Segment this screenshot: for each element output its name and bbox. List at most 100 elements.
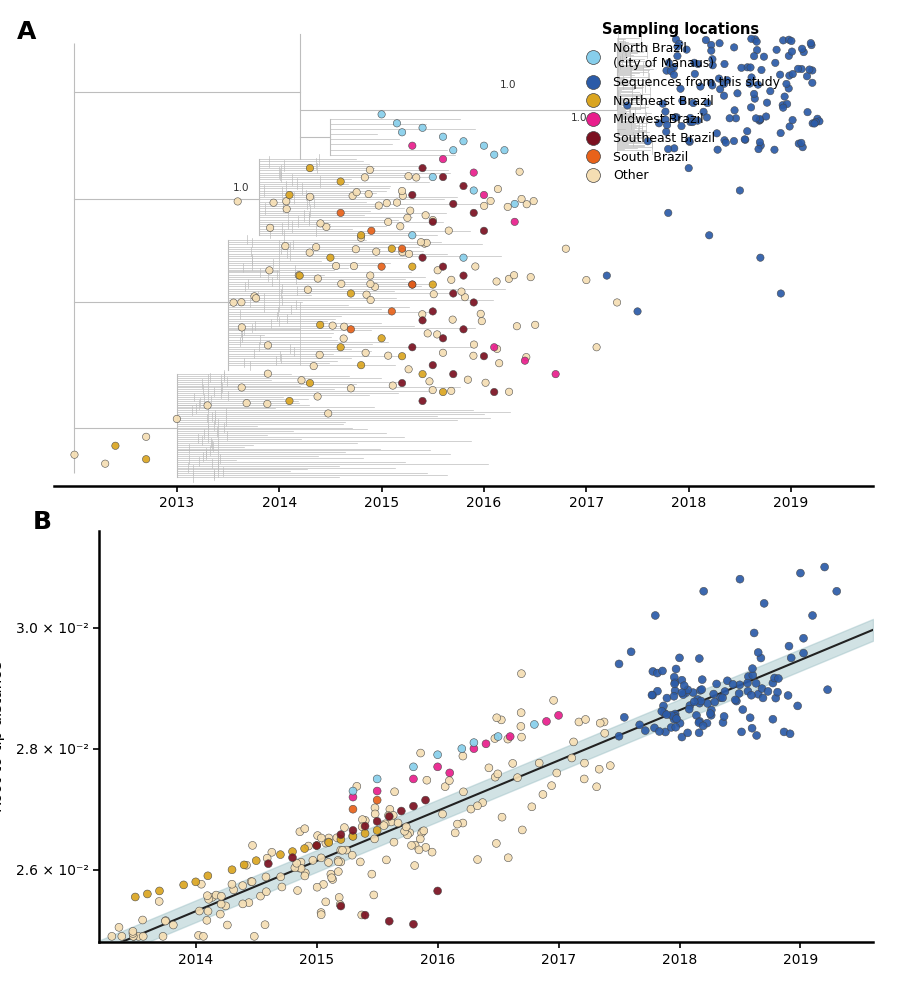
Point [274,879,289,895]
Point [355,818,369,834]
Point [418,839,433,855]
Point [416,312,430,328]
Point [458,290,473,306]
Point [368,806,382,821]
Point [390,194,404,210]
Point [249,853,264,869]
Point [415,307,429,322]
Point [466,348,481,364]
Point [698,32,713,48]
Point [737,131,751,147]
Point [657,705,671,721]
Point [391,815,405,831]
Point [491,182,505,197]
Point [692,713,706,729]
Point [314,850,328,866]
Point [768,55,782,70]
Point [302,375,317,391]
Point [302,838,316,854]
Point [748,90,762,106]
Point [807,115,822,131]
Point [705,77,719,93]
Point [331,864,346,880]
Point [329,830,344,846]
Point [518,353,532,369]
Point [461,372,475,388]
Point [333,339,347,355]
Point [310,879,324,895]
Point [444,383,458,399]
Point [757,595,771,611]
Point [426,212,440,228]
Point [752,113,767,129]
Point [454,284,469,300]
Point [733,677,747,692]
Point [403,202,418,218]
Point [780,96,795,112]
Point [490,710,504,726]
Point [689,707,704,723]
Point [331,854,346,870]
Point [753,250,768,266]
Point [430,747,445,763]
Point [717,132,732,148]
Point [193,903,207,919]
Point [796,645,811,661]
Point [697,104,711,120]
Point [290,855,304,871]
Point [430,883,445,899]
Point [483,193,498,209]
Point [346,828,360,844]
Point [488,731,502,747]
Point [283,187,297,203]
Point [661,205,675,221]
Point [667,60,681,75]
Point [790,698,805,714]
Point [776,33,790,49]
Point [456,268,471,284]
Point [359,287,374,303]
Point [806,62,820,78]
Point [766,711,780,727]
Point [274,847,288,863]
Point [358,825,373,841]
Point [126,924,140,939]
Point [491,766,505,782]
Point [436,384,450,400]
Point [468,259,482,275]
Point [800,104,814,120]
Point [405,187,419,203]
Point [655,96,670,112]
Point [346,783,360,799]
Point [713,36,727,52]
Point [800,68,814,84]
Point [686,114,700,130]
Point [495,809,509,825]
Point [514,729,528,745]
Point [751,645,765,661]
Point [292,267,306,283]
Point [314,907,328,923]
Point [683,110,698,126]
Point [402,246,417,262]
Point [590,339,604,355]
Point [491,729,505,745]
Point [285,843,300,859]
Point [395,244,410,260]
Point [706,686,721,702]
Point [652,115,666,131]
Point [400,210,415,226]
Point [396,187,410,203]
Point [406,799,420,814]
Point [745,720,760,736]
Point [346,802,360,817]
Point [704,37,718,53]
Point [310,271,325,287]
Point [419,235,434,251]
Point [750,34,764,50]
Point [527,716,542,732]
Point [572,714,586,730]
Point [641,133,655,149]
Point [532,755,546,771]
Point [473,306,488,321]
